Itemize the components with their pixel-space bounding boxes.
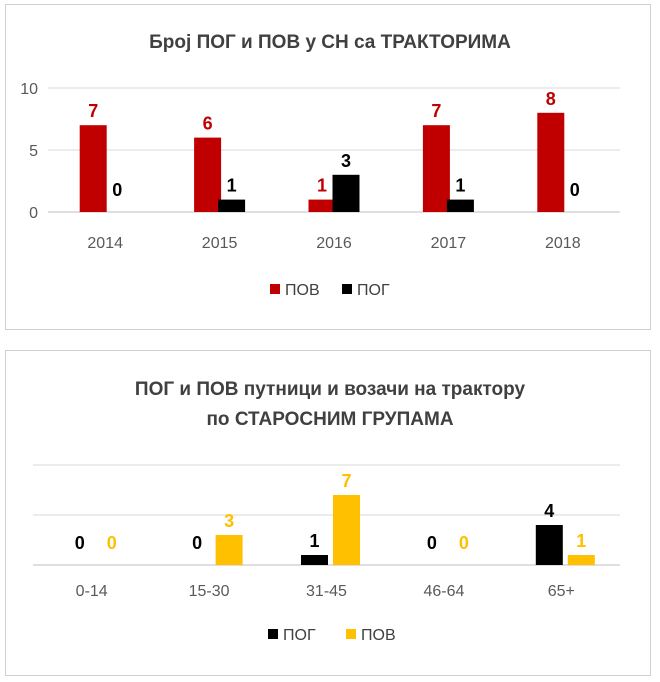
chart2-data-label: 0 bbox=[192, 533, 202, 553]
chart2-x-tick-label: 65+ bbox=[548, 583, 575, 600]
chart2-data-label: 1 bbox=[576, 531, 586, 551]
chart2-x-tick-label: 31-45 bbox=[306, 583, 347, 600]
chart2-data-label: 0 bbox=[75, 533, 85, 553]
chart2-x-tick-label: 15-30 bbox=[189, 583, 230, 600]
chart1-x-tick-label: 2014 bbox=[87, 235, 123, 252]
chart-panel-2 bbox=[5, 350, 651, 676]
chart1-legend-label: ПОГ bbox=[357, 282, 390, 299]
chart2-bar-ПОГ bbox=[301, 555, 328, 565]
chart1-x-tick-label: 2016 bbox=[316, 235, 352, 252]
chart2-data-label: 4 bbox=[544, 501, 554, 521]
chart1-data-label: 1 bbox=[455, 176, 465, 196]
chart2-title-line-2: по СТАРОСНИМ ГРУПАМА bbox=[206, 409, 453, 430]
chart2-legend-swatch bbox=[346, 629, 356, 639]
chart2-data-label: 0 bbox=[427, 533, 437, 553]
chart2-x-tick-label: 46-64 bbox=[423, 583, 464, 600]
chart1-bar-ПОГ bbox=[446, 199, 474, 212]
chart1-x-tick-label: 2018 bbox=[545, 235, 581, 252]
chart1-legend-swatch bbox=[342, 284, 352, 294]
chart2-legend-swatch bbox=[268, 629, 278, 639]
chart1-bar-ПОВ bbox=[537, 112, 565, 212]
chart1-legend-label: ПОВ bbox=[285, 282, 320, 299]
chart2-legend-label: ПОГ bbox=[283, 627, 316, 644]
chart2-bar-ПОВ bbox=[567, 555, 595, 565]
chart1-x-tick-label: 2017 bbox=[431, 235, 467, 252]
chart2-data-label: 1 bbox=[309, 531, 319, 551]
chart1-data-label: 7 bbox=[431, 101, 441, 121]
chart1-x-tick-label: 2015 bbox=[202, 235, 238, 252]
chart1-legend-swatch bbox=[270, 284, 280, 294]
chart1-bar-ПОВ bbox=[194, 137, 222, 212]
chart1-y-tick-label: 0 bbox=[29, 205, 38, 222]
chart2-data-label: 3 bbox=[224, 511, 234, 531]
chart2-bar-ПОВ bbox=[333, 495, 360, 565]
chart1-data-label: 6 bbox=[203, 114, 213, 134]
chart2-data-label: 7 bbox=[341, 471, 351, 491]
chart1-bar-ПОГ bbox=[332, 174, 360, 212]
chart2-data-label: 0 bbox=[459, 533, 469, 553]
chart2-title-line-1: ПОГ и ПОВ путници и возачи на трактору bbox=[135, 379, 526, 400]
chart1-y-tick-label: 10 bbox=[20, 81, 38, 98]
chart1-data-label: 0 bbox=[112, 180, 122, 200]
chart2-x-tick-label: 0-14 bbox=[76, 583, 108, 600]
chart1-data-label: 0 bbox=[570, 180, 580, 200]
chart1-data-label: 7 bbox=[88, 101, 98, 121]
chart1-y-tick-label: 5 bbox=[29, 143, 38, 160]
chart2-bar-ПОВ bbox=[215, 535, 243, 565]
chart1-bar-ПОВ bbox=[422, 125, 450, 212]
chart1-bar-ПОВ bbox=[79, 125, 107, 212]
chart2-bar-ПОГ bbox=[535, 525, 563, 565]
chart2-data-label: 0 bbox=[107, 533, 117, 553]
chart1-title-line-1: Број ПОГ и ПОВ у СН са ТРАКТОРИМА bbox=[149, 32, 511, 53]
chart1-data-label: 1 bbox=[227, 176, 237, 196]
chart1-data-label: 3 bbox=[341, 151, 351, 171]
chart1-data-label: 1 bbox=[317, 176, 327, 196]
chart1-bar-ПОВ bbox=[308, 199, 336, 212]
chart1-data-label: 8 bbox=[546, 89, 556, 109]
chart2-legend-label: ПОВ bbox=[361, 627, 396, 644]
chart1-bar-ПОГ bbox=[218, 199, 246, 212]
